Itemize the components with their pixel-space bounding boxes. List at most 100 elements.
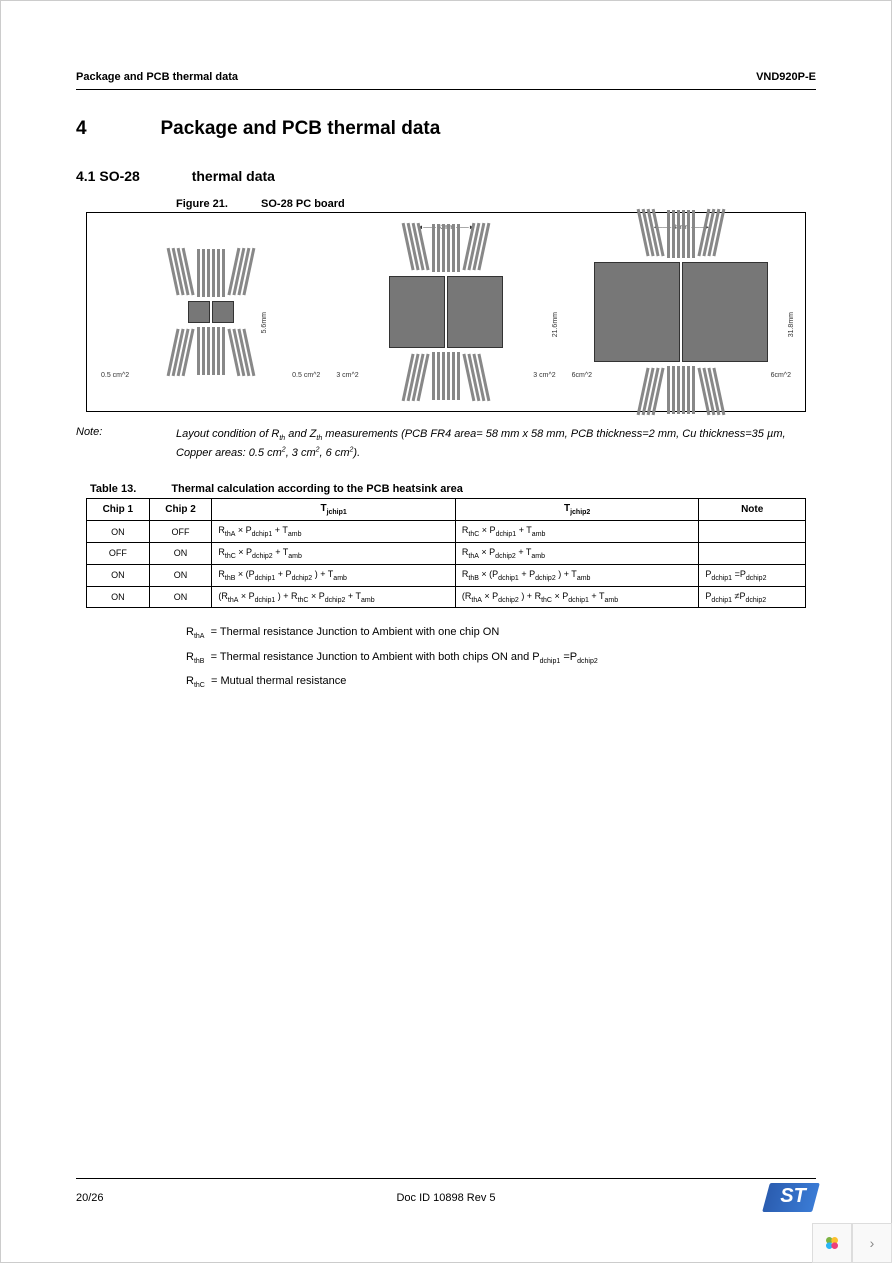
table-row: ONONRthB × (Pdchip1 + Pdchip2 ) + TambRt… [87,564,806,586]
pin [197,327,200,375]
chip-package [594,262,768,362]
cell-tjchip1: RthC × Pdchip2 + Tamb [212,542,456,564]
pin [677,210,680,258]
table-row: ONON(RthA × Pdchip1 ) + RthC × Pdchip2 +… [87,586,806,608]
figure-title: SO-28 PC board [261,198,345,210]
pin [452,352,455,400]
next-icon[interactable]: › [852,1223,892,1263]
cell-tjchip2: (RthA × Pdchip2 ) + RthC × Pdchip1 + Tam… [455,586,699,608]
subsection-heading: 4.1 SO-28 thermal data [76,168,816,184]
cell-tjchip1: (RthA × Pdchip1 ) + RthC × Pdchip2 + Tam… [212,586,456,608]
area-label-right: 0.5 cm^2 [292,372,320,379]
area-label-left: 0.5 cm^2 [101,372,129,379]
definitions: RthA = Thermal resistance Junction to Am… [186,626,816,689]
copper-pad-right [447,276,503,348]
col-tjchip2: Tjchip2 [455,499,699,521]
col-tjchip1: Tjchip1 [212,499,456,521]
section-title: Package and PCB thermal data [160,118,440,139]
figure-number: Figure 21. [176,198,228,210]
pin [202,249,205,297]
note-row: Note: Layout condition of Rth and Zth me… [76,426,816,461]
copper-pad-right [212,301,234,323]
def-rthb: RthB = Thermal resistance Junction to Am… [186,651,816,665]
pin [452,224,455,272]
pins-top [647,210,715,258]
pin [212,249,215,297]
pin [457,352,460,400]
pins-top [177,249,245,297]
st-logo: ST [763,1183,820,1212]
footer-page: 20/26 [76,1192,104,1204]
pin [432,224,435,272]
pin [677,366,680,414]
pin [667,210,670,258]
def-rtha: RthA = Thermal resistance Junction to Am… [186,626,816,640]
area-label-right: 3 cm^2 [533,372,555,379]
pin [692,366,695,414]
col-chip2: Chip 2 [149,499,212,521]
pin [217,249,220,297]
pin [692,210,695,258]
table-row: OFFONRthC × Pdchip2 + TambRthA × Pdchip2… [87,542,806,564]
cell-chip1: ON [87,564,150,586]
cell-tjchip2: RthB × (Pdchip1 + Pdchip2 ) + Tamb [455,564,699,586]
pin [442,224,445,272]
page-header: Package and PCB thermal data VND920P-E [76,71,816,90]
pin [457,224,460,272]
side-dimension: 31.8mm [787,312,794,337]
corner-widget: › [812,1223,892,1263]
note-text: Layout condition of Rth and Zth measurem… [176,426,816,461]
copper-pad-left [188,301,210,323]
subsection-number: 4.1 SO-28 [76,168,140,184]
pin [667,366,670,414]
cell-tjchip1: RthB × (Pdchip1 + Pdchip2 ) + Tamb [212,564,456,586]
copper-pad-left [389,276,445,348]
pins-bottom [177,327,245,375]
cell-chip2: ON [149,542,212,564]
cell-note: Pdchip1 =Pdchip2 [699,564,806,586]
cell-tjchip2: RthC × Pdchip1 + Tamb [455,521,699,543]
section-heading: 4 Package and PCB thermal data [76,118,816,140]
cell-chip1: OFF [87,542,150,564]
cell-note: Pdchip1 ≠Pdchip2 [699,586,806,608]
table-title: Thermal calculation according to the PCB… [171,483,463,495]
pcb-board-1: ◄─── 42mm ───►3 cm^23 cm^221.6mm [328,223,563,401]
pins-top [412,224,480,272]
pins-bottom [412,352,480,400]
table-number: Table 13. [90,483,136,495]
pin [447,224,450,272]
pin [682,210,685,258]
pin [222,327,225,375]
pin [437,352,440,400]
pin [682,366,685,414]
area-label-left: 6cm^2 [572,372,592,379]
cell-chip1: ON [87,521,150,543]
cell-note [699,521,806,543]
cell-chip2: ON [149,564,212,586]
area-label-left: 3 cm^2 [336,372,358,379]
pcb-board-2: ◄─── 48mm ───►6cm^26cm^231.8mm [564,223,799,401]
thermal-table: Chip 1 Chip 2 Tjchip1 Tjchip2 Note ONOFF… [86,498,806,608]
copper-pad-right [682,262,768,362]
side-dimension: 5.6mm [261,312,268,333]
figure-caption: Figure 21. SO-28 PC board [176,198,816,210]
copper-pad-left [594,262,680,362]
pin [442,352,445,400]
pin [437,224,440,272]
col-chip1: Chip 1 [87,499,150,521]
pin [672,210,675,258]
footer-doc-id: Doc ID 10898 Rev 5 [396,1192,495,1204]
side-dimension: 21.6mm [552,312,559,337]
header-right: VND920P-E [756,71,816,83]
area-label-right: 6cm^2 [771,372,791,379]
pins-bottom [647,366,715,414]
table-header-row: Chip 1 Chip 2 Tjchip1 Tjchip2 Note [87,499,806,521]
pin [212,327,215,375]
cell-chip2: OFF [149,521,212,543]
cell-chip1: ON [87,586,150,608]
palette-icon[interactable] [812,1223,852,1263]
section-number: 4 [76,118,156,140]
col-note: Note [699,499,806,521]
table-row: ONOFFRthA × Pdchip1 + TambRthC × Pdchip1… [87,521,806,543]
pin [197,249,200,297]
